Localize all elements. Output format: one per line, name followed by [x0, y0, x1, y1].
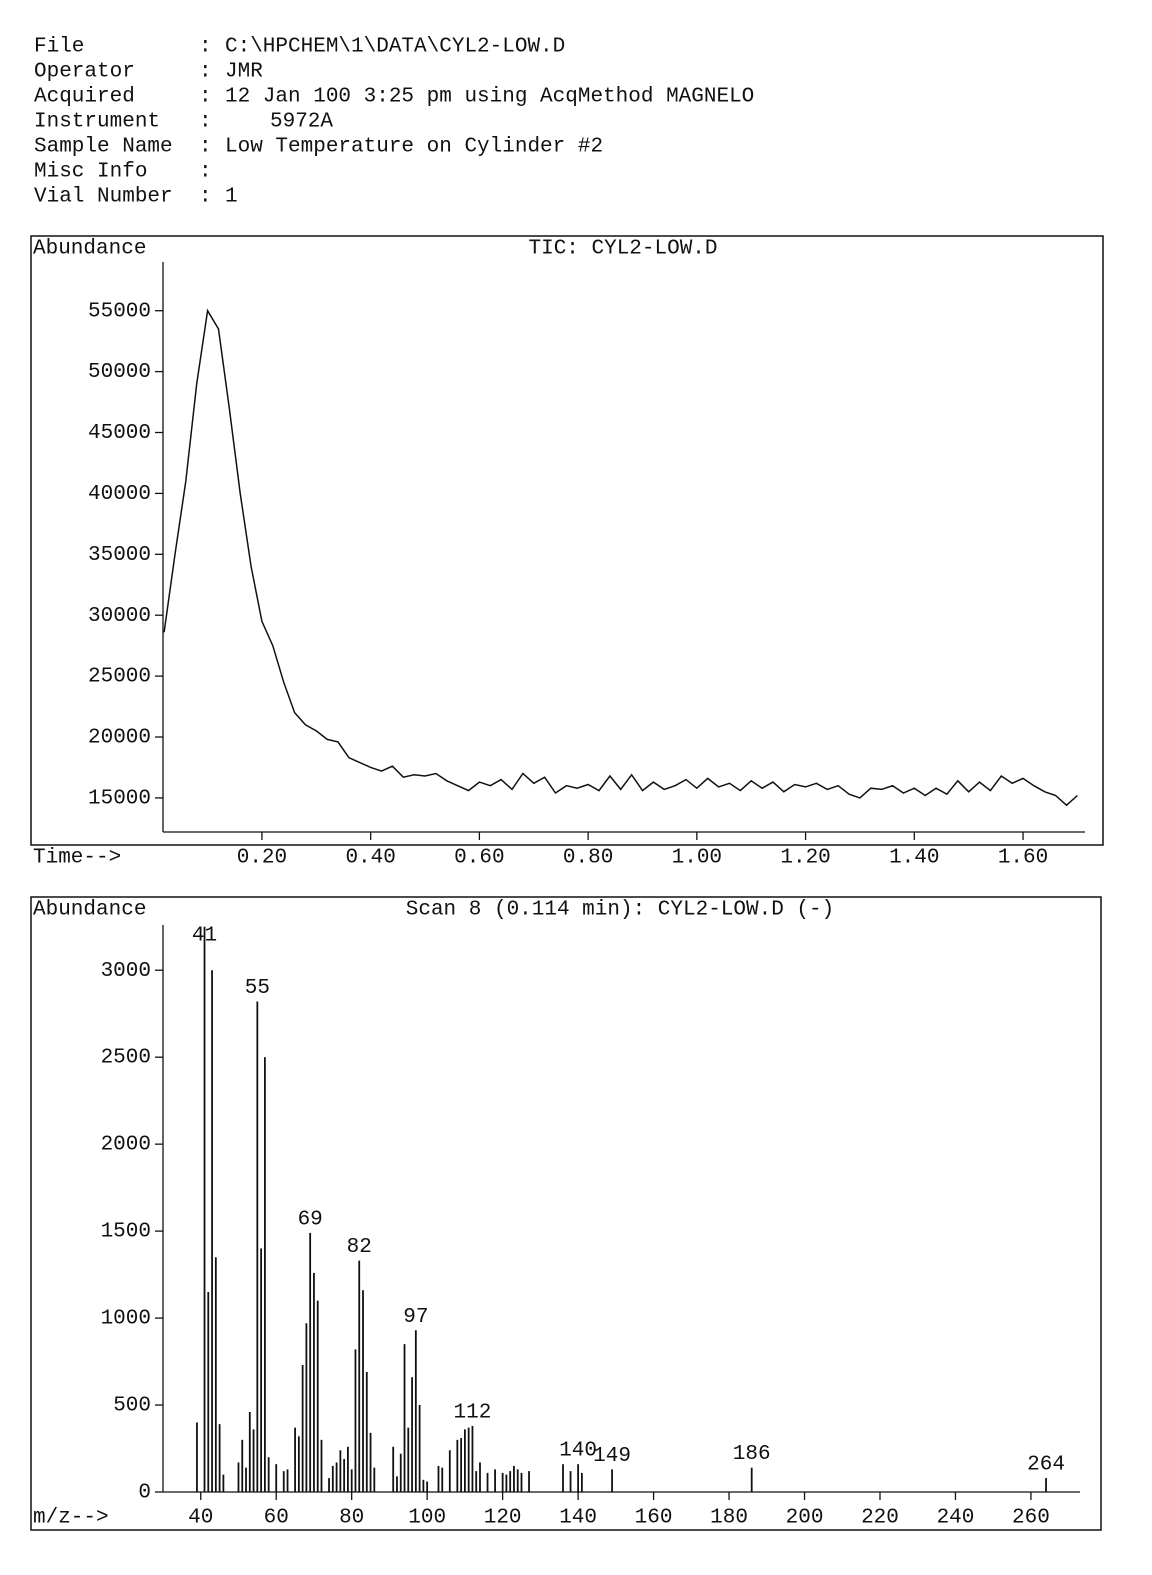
x-tick-label: 120	[484, 1507, 522, 1530]
field-separator: :	[199, 186, 212, 209]
field-separator: :	[199, 161, 212, 184]
peak-label: 186	[733, 1443, 771, 1466]
x-tick-label: 260	[1012, 1507, 1050, 1530]
y-tick-label: 25000	[88, 666, 151, 689]
x-tick-label: 240	[937, 1507, 975, 1530]
y-tick-label: 45000	[88, 422, 151, 445]
x-tick-label: 80	[339, 1507, 364, 1530]
x-tick-label: 1.40	[889, 847, 939, 870]
y-axis-label: Abundance	[33, 238, 146, 261]
y-tick-label: 50000	[88, 361, 151, 384]
x-tick-label: 0.40	[345, 847, 395, 870]
field-label: Operator	[34, 61, 135, 84]
x-tick-label: 0.80	[563, 847, 613, 870]
tic-frame	[30, 235, 1104, 846]
field-value: JMR	[225, 61, 263, 84]
field-label: Sample Name	[34, 136, 173, 159]
field-label: Misc Info	[34, 161, 147, 184]
y-tick-label: 15000	[88, 787, 151, 810]
y-tick-label: 55000	[88, 300, 151, 323]
peak-label: 149	[593, 1445, 631, 1468]
peak-label: 97	[403, 1306, 428, 1329]
field-label: Acquired	[34, 86, 135, 109]
x-tick-label: 60	[264, 1507, 289, 1530]
peak-label: 69	[298, 1208, 323, 1231]
field-separator: :	[199, 111, 212, 134]
x-tick-label: 1.60	[998, 847, 1048, 870]
chart-title: TIC: CYL2-LOW.D	[528, 238, 717, 261]
peak-label: 55	[245, 977, 270, 1000]
peak-label: 112	[454, 1401, 492, 1424]
y-tick-label: 3000	[101, 960, 151, 983]
field-value: Low Temperature on Cylinder #2	[225, 136, 603, 159]
x-tick-label: 140	[559, 1507, 597, 1530]
x-tick-label: 100	[408, 1507, 446, 1530]
y-tick-label: 20000	[88, 727, 151, 750]
field-label: Vial Number	[34, 186, 173, 209]
y-tick-label: 500	[113, 1395, 151, 1418]
peak-label: 140	[559, 1440, 597, 1463]
x-axis-label: Time-->	[33, 847, 121, 870]
field-separator: :	[199, 86, 212, 109]
y-tick-label: 1000	[101, 1308, 151, 1331]
y-tick-label: 40000	[88, 483, 151, 506]
peak-label: 264	[1027, 1454, 1065, 1477]
x-tick-label: 220	[861, 1507, 899, 1530]
x-tick-label: 1.20	[780, 847, 830, 870]
field-separator: :	[199, 136, 212, 159]
x-tick-label: 1.00	[672, 847, 722, 870]
field-value: 12 Jan 100 3:25 pm using AcqMethod MAGNE…	[225, 86, 754, 109]
y-axis-label: Abundance	[33, 899, 146, 922]
field-separator: :	[199, 61, 212, 84]
y-tick-label: 2000	[101, 1134, 151, 1157]
x-axis-label: m/z-->	[33, 1507, 109, 1530]
x-tick-label: 180	[710, 1507, 748, 1530]
spectrum-frame	[30, 896, 1102, 1531]
peak-label: 82	[347, 1236, 372, 1259]
y-tick-label: 35000	[88, 544, 151, 567]
field-value: C:\HPCHEM\1\DATA\CYL2-LOW.D	[225, 36, 565, 59]
field-separator: :	[199, 36, 212, 59]
field-label: Instrument	[34, 111, 160, 134]
x-tick-label: 160	[635, 1507, 673, 1530]
field-value: 1	[225, 186, 238, 209]
x-tick-label: 200	[786, 1507, 824, 1530]
x-tick-label: 0.20	[237, 847, 287, 870]
y-tick-label: 1500	[101, 1221, 151, 1244]
x-tick-label: 0.60	[454, 847, 504, 870]
field-label: File	[34, 36, 84, 59]
x-tick-label: 40	[188, 1507, 213, 1530]
tic-line	[163, 308, 1078, 807]
y-tick-label: 2500	[101, 1047, 151, 1070]
peak-label: 41	[192, 925, 217, 948]
y-tick-label: 0	[138, 1482, 151, 1505]
field-value: 5972A	[270, 111, 333, 134]
chart-title: Scan 8 (0.114 min): CYL2-LOW.D (-)	[406, 899, 834, 922]
y-tick-label: 30000	[88, 605, 151, 628]
